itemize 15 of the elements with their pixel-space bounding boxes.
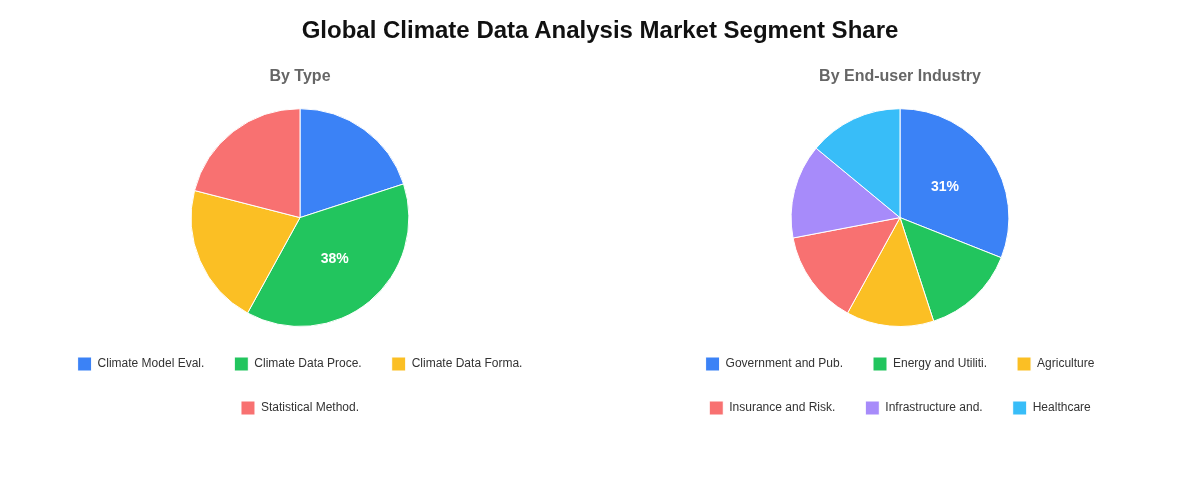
legend-label: Government and Pub. [725, 356, 843, 371]
legend-label: Climate Model Eval. [97, 356, 205, 371]
legend-label: Agriculture [1037, 356, 1095, 371]
legend-label: Climate Data Proce. [254, 356, 362, 371]
legend-label: Energy and Utiliti. [893, 356, 988, 371]
legend-label: Infrastructure and. [885, 400, 983, 415]
legend-label: Climate Data Forma. [411, 356, 523, 371]
data-label: 38% [320, 250, 350, 267]
chart-subtitle: By End-user Industry [819, 67, 981, 85]
data-label: 31% [931, 177, 960, 194]
text: Global Climate Data Analysis Market Segment Share [300, 16, 900, 44]
legend-label: Healthcare [1032, 400, 1092, 415]
legend-label: Statistical Method. [260, 400, 360, 415]
chart-subtitle: By Type [269, 67, 331, 85]
legend-label: Insurance and Risk. [729, 400, 836, 415]
